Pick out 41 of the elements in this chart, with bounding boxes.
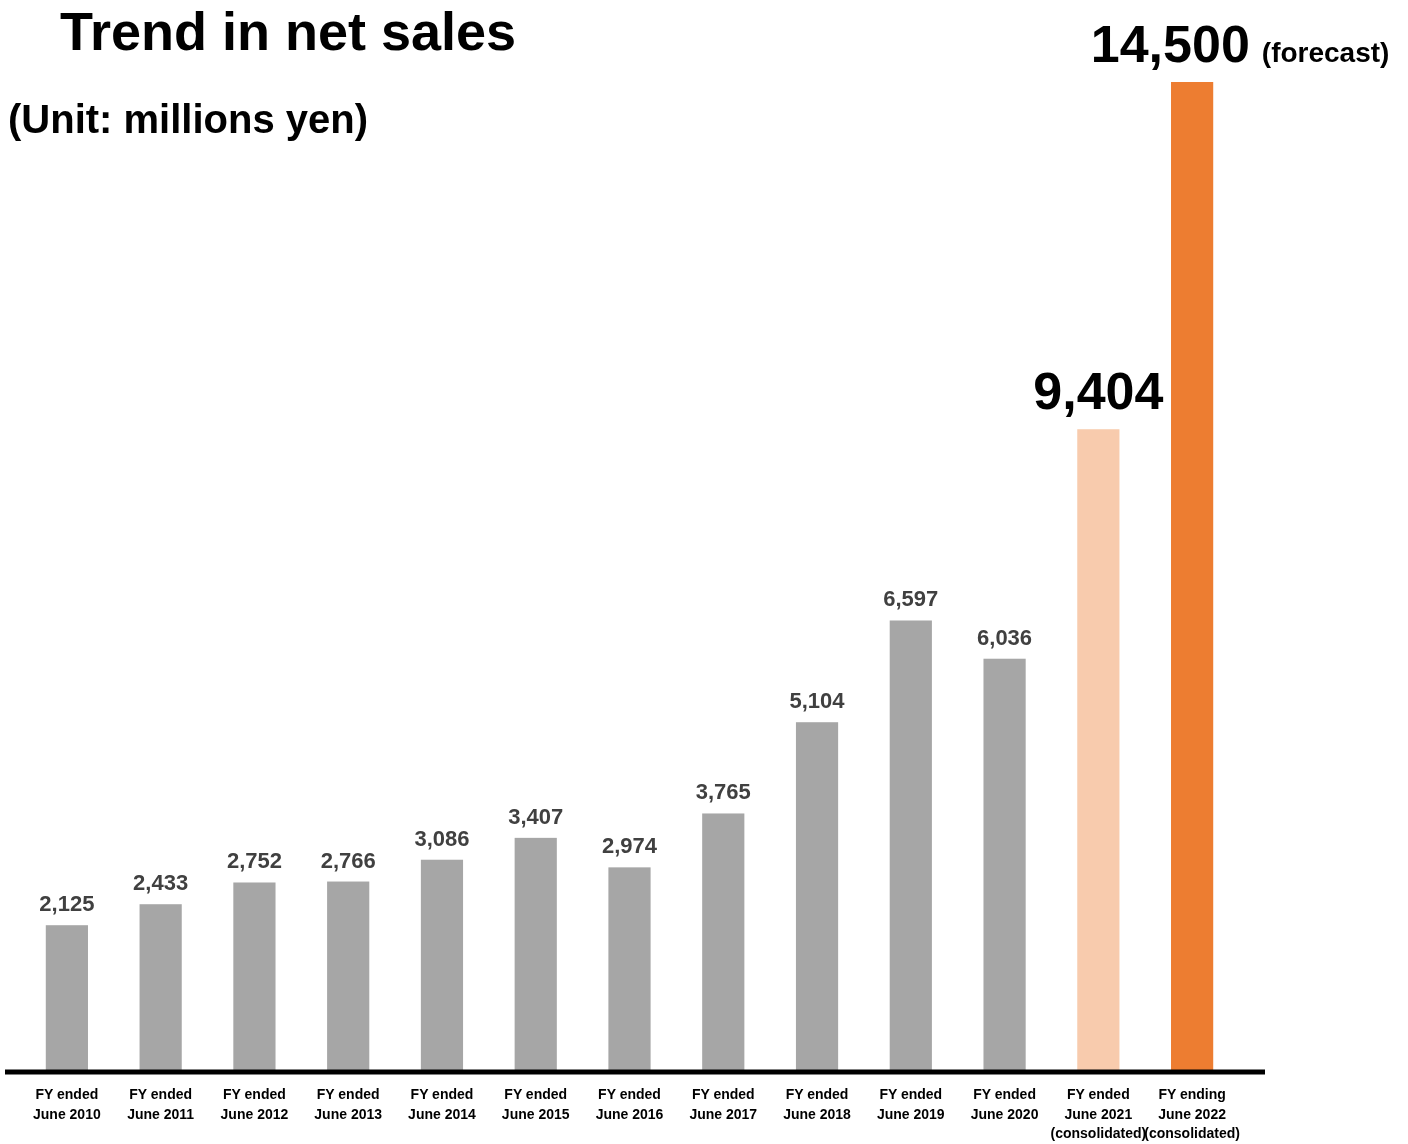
data-label: 9,404	[1033, 362, 1164, 421]
x-tick-label: FY ended June 2010	[33, 1086, 101, 1122]
bar	[889, 620, 932, 1070]
bar	[233, 882, 276, 1070]
bar	[139, 904, 182, 1070]
bar	[702, 813, 745, 1070]
bar	[795, 722, 839, 1070]
x-tick-label: FY ended June 2020	[970, 1086, 1039, 1122]
bar	[327, 881, 370, 1070]
x-tick-label: FY ended June 2016	[595, 1086, 664, 1122]
data-label: 6,036	[977, 624, 1033, 650]
data-label: 3,407	[508, 803, 564, 829]
x-tick-label: FY ended June 2011	[127, 1086, 195, 1122]
x-tick-label: FY ended June 2014	[408, 1086, 477, 1122]
x-tick-label: FY ended June 2019	[876, 1086, 945, 1122]
chart-subtitle: (Unit: millions yen)	[8, 97, 368, 141]
data-label: 2,433	[133, 870, 189, 896]
x-tick-label: FY ended June 2012	[220, 1086, 289, 1122]
x-tick-label: FY ending June 2022 (consolidated)	[1144, 1086, 1240, 1141]
bar	[1077, 429, 1120, 1070]
bar	[608, 867, 651, 1070]
bar	[45, 925, 88, 1070]
data-label: 5,104	[789, 688, 846, 714]
x-tick-label: FY ended June 2021 (consolidated)	[1050, 1086, 1147, 1141]
bar	[1171, 82, 1214, 1070]
data-label: 2,974	[601, 833, 658, 859]
data-label: 14,500 (forecast)	[1090, 15, 1390, 73]
x-tick-label: FY ended June 2017	[689, 1086, 758, 1122]
bar	[420, 859, 464, 1070]
data-label: 2,766	[320, 847, 376, 873]
data-label: 2,125	[39, 891, 95, 917]
bar	[514, 837, 557, 1070]
data-label: 3,765	[695, 779, 751, 805]
x-tick-label: FY ended June 2013	[314, 1086, 383, 1122]
data-label: 3,086	[414, 825, 470, 851]
data-label: 2,752	[226, 848, 282, 874]
chart-title: Trend in net sales	[60, 1, 517, 61]
bar	[983, 658, 1026, 1070]
x-tick-label: FY ended June 2018	[783, 1086, 852, 1122]
data-label: 6,597	[883, 586, 939, 612]
x-tick-label: FY ended June 2015	[501, 1086, 570, 1122]
